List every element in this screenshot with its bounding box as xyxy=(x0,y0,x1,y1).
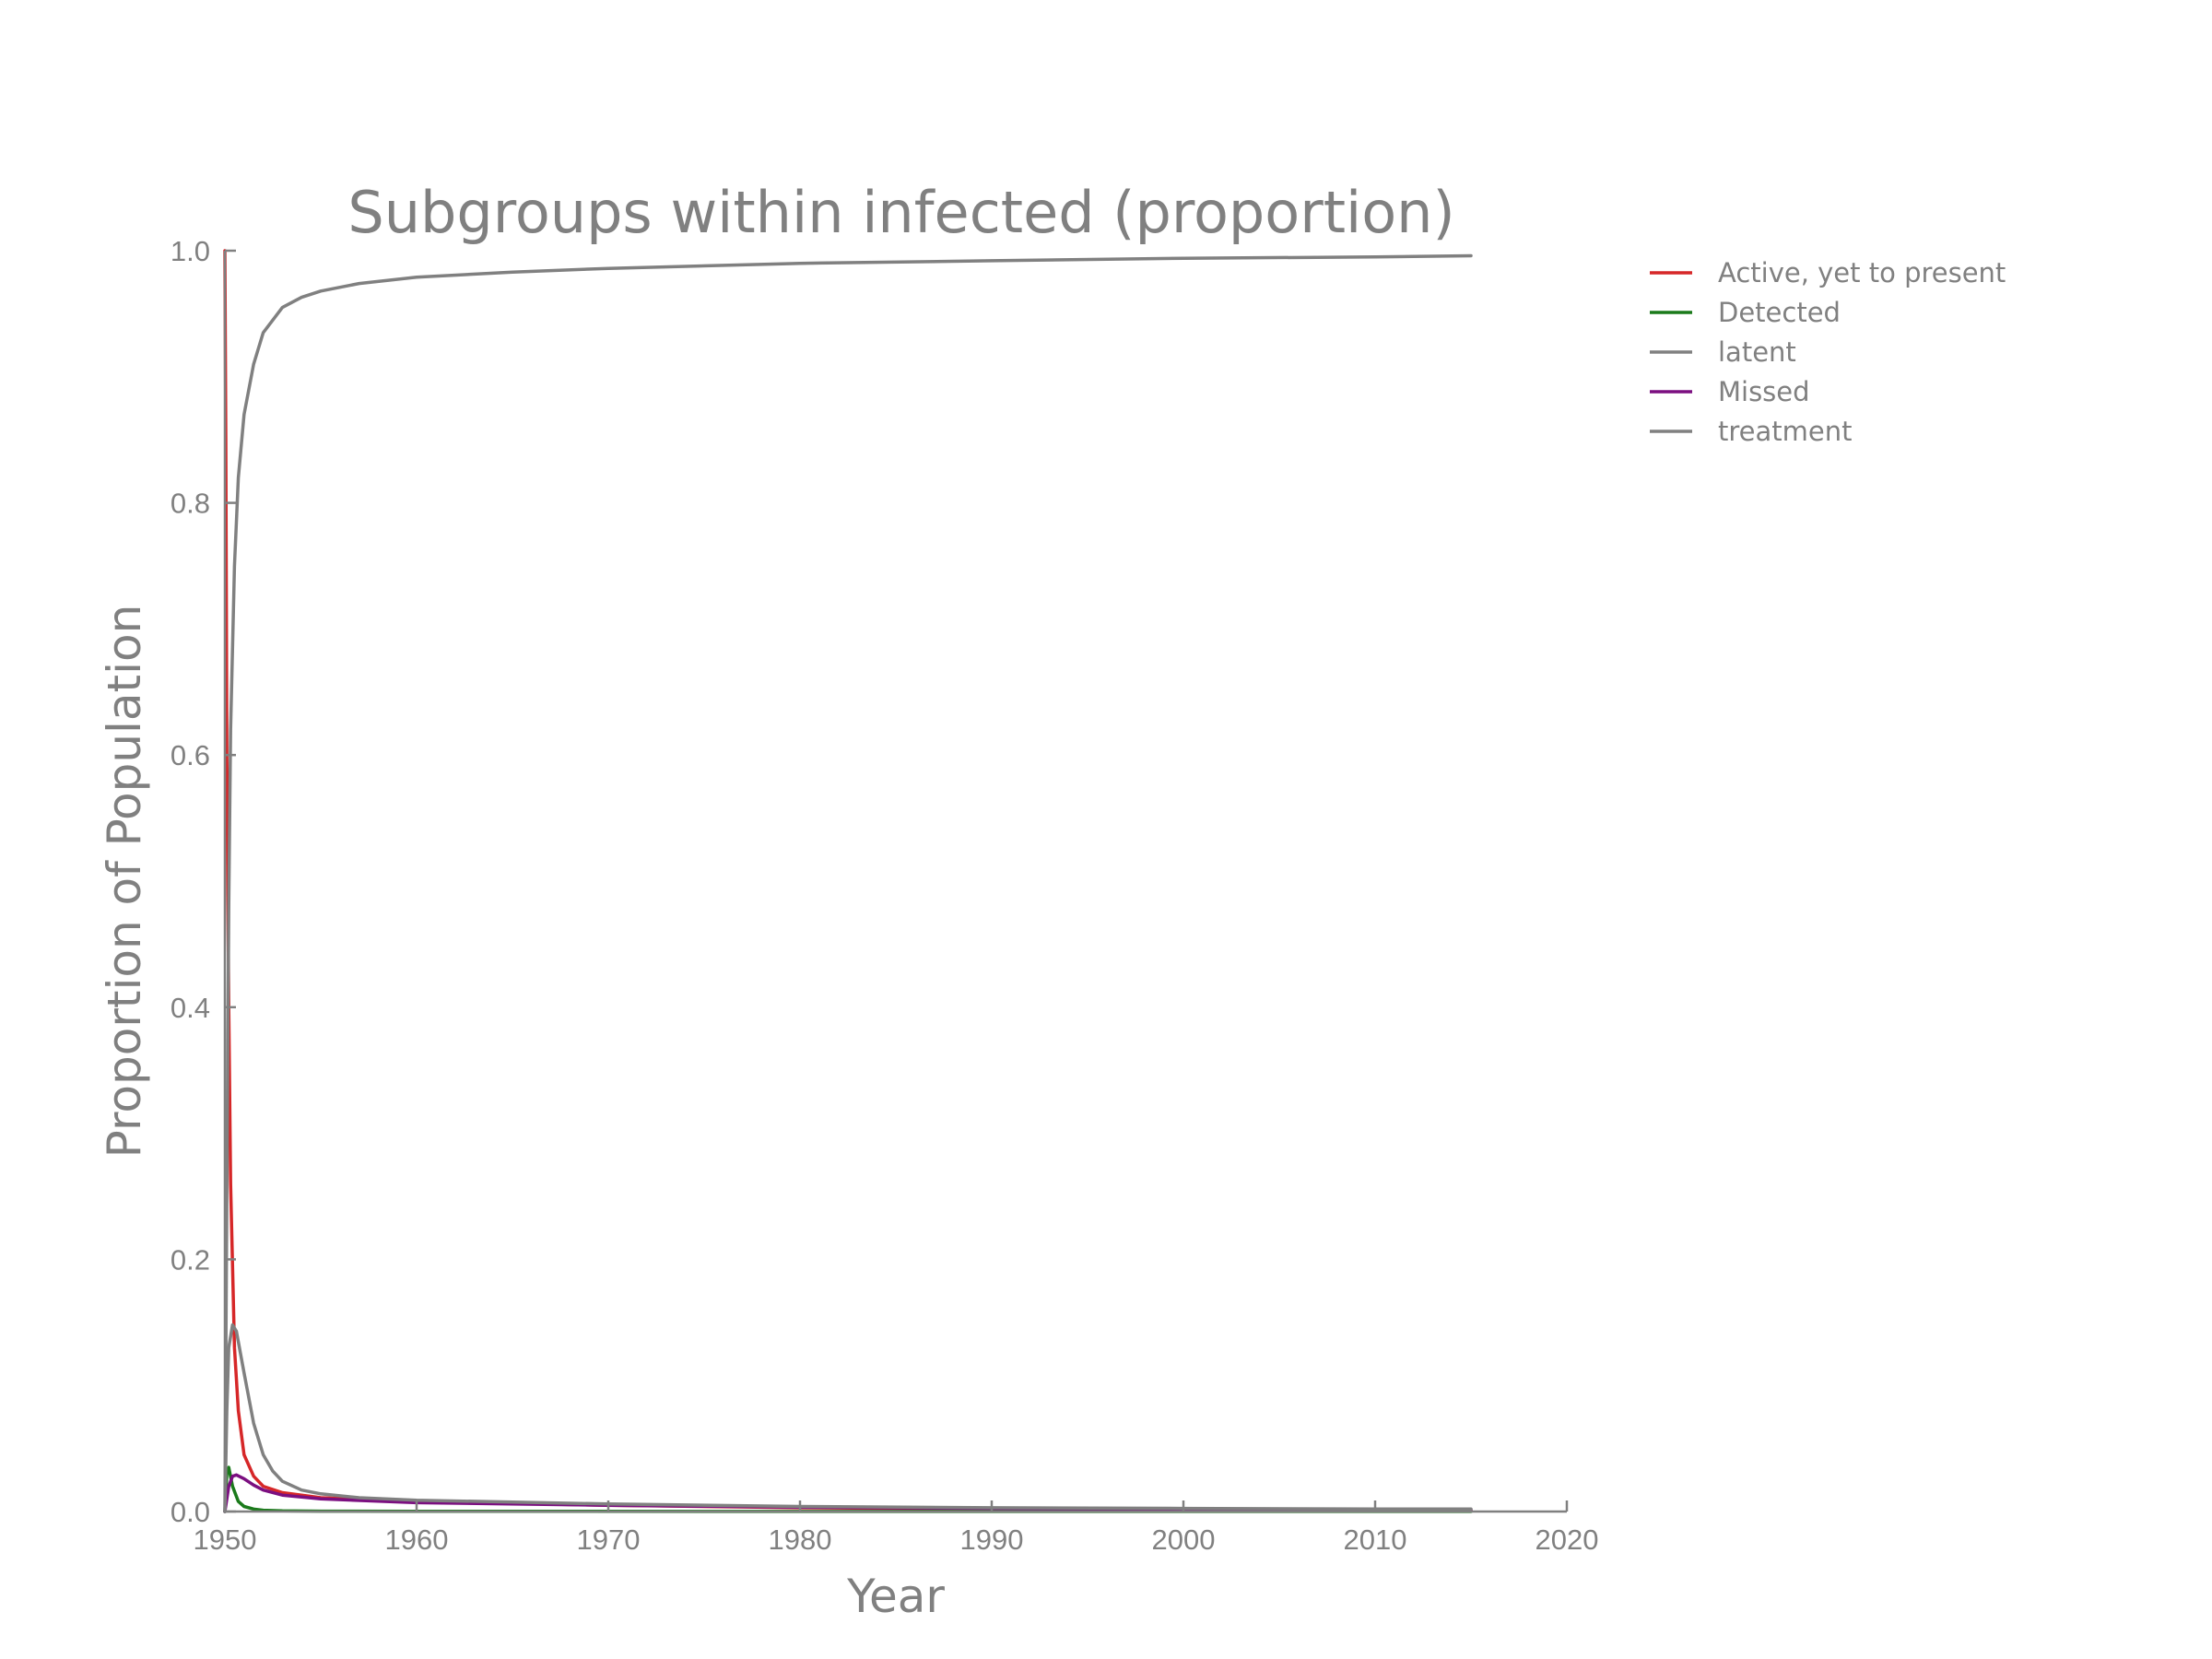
legend-label-detected: Detected xyxy=(1718,297,1841,328)
y-tick-label: 0.2 xyxy=(171,1243,210,1276)
legend: Active, yet to present Detected latent Miss… xyxy=(1650,257,2006,447)
chart-title: Subgroups within infected (proportion) xyxy=(347,179,1454,246)
x-tick-label: 1970 xyxy=(577,1524,641,1556)
y-tick-label: 0.8 xyxy=(171,488,210,520)
legend-label-active-yet-to-present: Active, yet to present xyxy=(1718,257,2006,288)
y-tick-label: 0.6 xyxy=(171,739,210,771)
series-line-detected xyxy=(223,1465,1473,1513)
series-line-treatment xyxy=(223,1323,1473,1513)
x-axis-ticks: 1950 1960 1970 1980 1990 2000 2010 2020 xyxy=(194,1500,1599,1556)
y-tick-label: 0.0 xyxy=(171,1496,210,1528)
x-tick-label: 1990 xyxy=(960,1524,1024,1556)
y-axis-label: Proportion of Population xyxy=(98,605,151,1159)
x-axis-label: Year xyxy=(846,1570,945,1623)
series-line-active-yet-to-present xyxy=(223,249,1473,1512)
legend-label-latent: latent xyxy=(1718,336,1796,368)
x-tick-label: 2020 xyxy=(1535,1524,1599,1556)
y-tick-label: 0.4 xyxy=(171,992,210,1024)
plot-area xyxy=(223,249,1473,1513)
legend-label-treatment: treatment xyxy=(1718,416,1852,447)
axes xyxy=(223,251,1567,1513)
y-axis-ticks: 0.0 0.2 0.4 0.6 0.8 1.0 xyxy=(171,235,236,1528)
x-tick-label: 1950 xyxy=(194,1524,257,1556)
y-tick-label: 1.0 xyxy=(171,235,210,267)
x-tick-label: 2010 xyxy=(1344,1524,1407,1556)
series-line-latent xyxy=(223,253,1473,1513)
legend-label-missed: Missed xyxy=(1718,376,1810,407)
x-tick-label: 1980 xyxy=(769,1524,832,1556)
x-tick-label: 1960 xyxy=(385,1524,449,1556)
x-tick-label: 2000 xyxy=(1152,1524,1216,1556)
